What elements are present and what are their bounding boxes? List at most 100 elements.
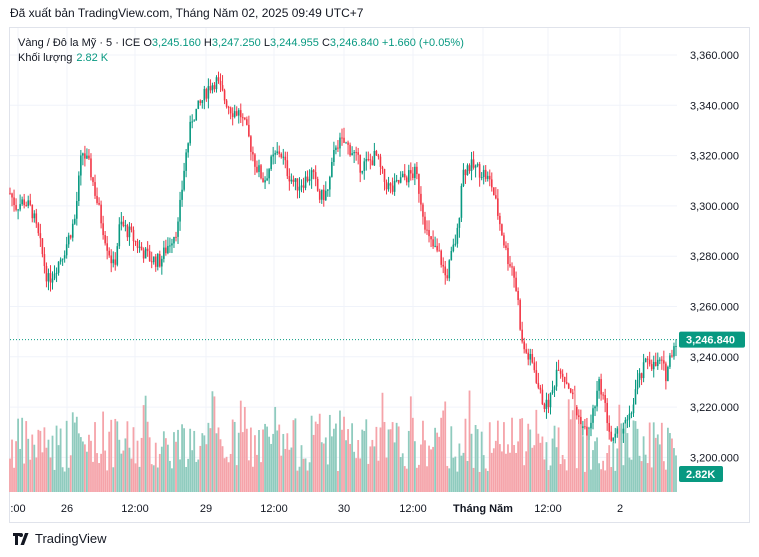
- volume-bar: [185, 466, 188, 492]
- candle-body: [414, 166, 416, 178]
- candle-body: [57, 261, 60, 273]
- candle-body: [493, 187, 495, 196]
- candle-body: [584, 426, 586, 428]
- candle-body: [517, 290, 519, 301]
- volume-bar: [335, 423, 337, 492]
- candle-body: [541, 389, 544, 405]
- volume-bar: [181, 424, 183, 492]
- candle-body: [49, 273, 52, 283]
- candle-body: [78, 175, 80, 202]
- volume-bar: [27, 438, 30, 492]
- candle-body: [521, 329, 523, 342]
- volume-bar: [359, 458, 362, 492]
- candle-body: [73, 218, 76, 224]
- candle-body: [630, 413, 633, 415]
- volume-bar: [470, 433, 473, 492]
- volume-bar: [620, 423, 623, 492]
- volume-bar: [258, 430, 260, 492]
- candle-body: [96, 195, 98, 203]
- candle-body: [120, 221, 123, 225]
- volume-bar: [88, 434, 90, 492]
- volume-bar: [531, 447, 534, 492]
- candle-body: [537, 382, 540, 388]
- candle-body: [561, 373, 564, 377]
- tradingview-logo-icon: [13, 532, 29, 545]
- candle-body: [254, 154, 256, 167]
- candle-body: [106, 243, 108, 251]
- price-tick-label: 3,360.000: [690, 50, 739, 62]
- volume-bar: [529, 429, 532, 492]
- candle-body: [654, 361, 657, 367]
- candle-body: [592, 408, 594, 423]
- volume-bar: [464, 418, 467, 492]
- candle-body: [665, 363, 667, 382]
- volume-bar: [498, 444, 501, 492]
- volume-bar: [521, 418, 524, 492]
- volume-bar: [648, 422, 651, 492]
- candle-body: [525, 349, 528, 353]
- volume-bar: [67, 467, 70, 492]
- candle-body: [306, 176, 309, 182]
- volume-bar: [454, 456, 457, 492]
- candle-body: [644, 358, 647, 363]
- volume-bar: [276, 430, 279, 492]
- candle-body: [173, 236, 175, 244]
- candle-body: [563, 376, 566, 383]
- volume-bar: [322, 443, 325, 492]
- candle-body: [567, 383, 570, 389]
- candle-body: [616, 428, 619, 434]
- candle-body: [61, 258, 64, 260]
- candle-body: [555, 369, 558, 387]
- volume-bar: [420, 444, 422, 492]
- candle-body: [88, 155, 90, 159]
- volume-bar: [23, 463, 26, 492]
- volume-bar: [310, 415, 313, 492]
- candle-body: [470, 159, 473, 171]
- volume-bar: [268, 436, 271, 492]
- candle-body: [590, 422, 592, 429]
- tradingview-brand[interactable]: TradingView: [13, 531, 107, 546]
- volume-bar: [634, 421, 637, 492]
- volume-bar: [426, 466, 428, 492]
- candle-body: [349, 144, 351, 156]
- volume-bar: [203, 435, 206, 492]
- volume-bar: [213, 396, 216, 492]
- candle-body: [399, 177, 402, 183]
- volume-bar: [545, 442, 548, 492]
- candle-body: [308, 178, 311, 182]
- candle-body: [377, 155, 380, 157]
- volume-bar: [365, 419, 368, 492]
- volume-bar: [626, 433, 629, 492]
- volume-bar: [525, 451, 528, 492]
- chart-frame[interactable]: [9, 27, 750, 523]
- volume-bar: [432, 446, 434, 492]
- volume-key[interactable]: Khối lượng: [18, 52, 73, 64]
- volume-bar: [628, 457, 631, 492]
- candle-body: [466, 165, 469, 176]
- candle-body: [116, 246, 119, 265]
- symbol-label[interactable]: Vàng / Đô la Mỹ · 5 · ICE: [18, 37, 141, 49]
- volume-bar: [472, 467, 475, 492]
- volume-bar: [669, 433, 671, 492]
- volume-bar: [231, 419, 234, 492]
- volume-bar: [436, 432, 439, 492]
- volume-bar: [25, 421, 28, 492]
- volume-bar: [428, 445, 430, 492]
- candle-body: [268, 169, 270, 179]
- candle-body: [507, 247, 509, 265]
- volume-bar: [41, 452, 44, 492]
- volume-bar: [138, 466, 141, 492]
- candle-body: [598, 379, 600, 391]
- volume-bar: [29, 459, 32, 492]
- volume-bar: [630, 459, 633, 492]
- volume-bar: [462, 452, 465, 492]
- candle-body: [296, 178, 299, 191]
- candle-body: [663, 360, 665, 364]
- volume-bar: [215, 433, 218, 492]
- volume-bar: [515, 452, 517, 492]
- candle-body: [183, 170, 185, 190]
- candle-body: [501, 224, 503, 236]
- volume-bar: [187, 458, 190, 492]
- volume-bar: [146, 421, 149, 492]
